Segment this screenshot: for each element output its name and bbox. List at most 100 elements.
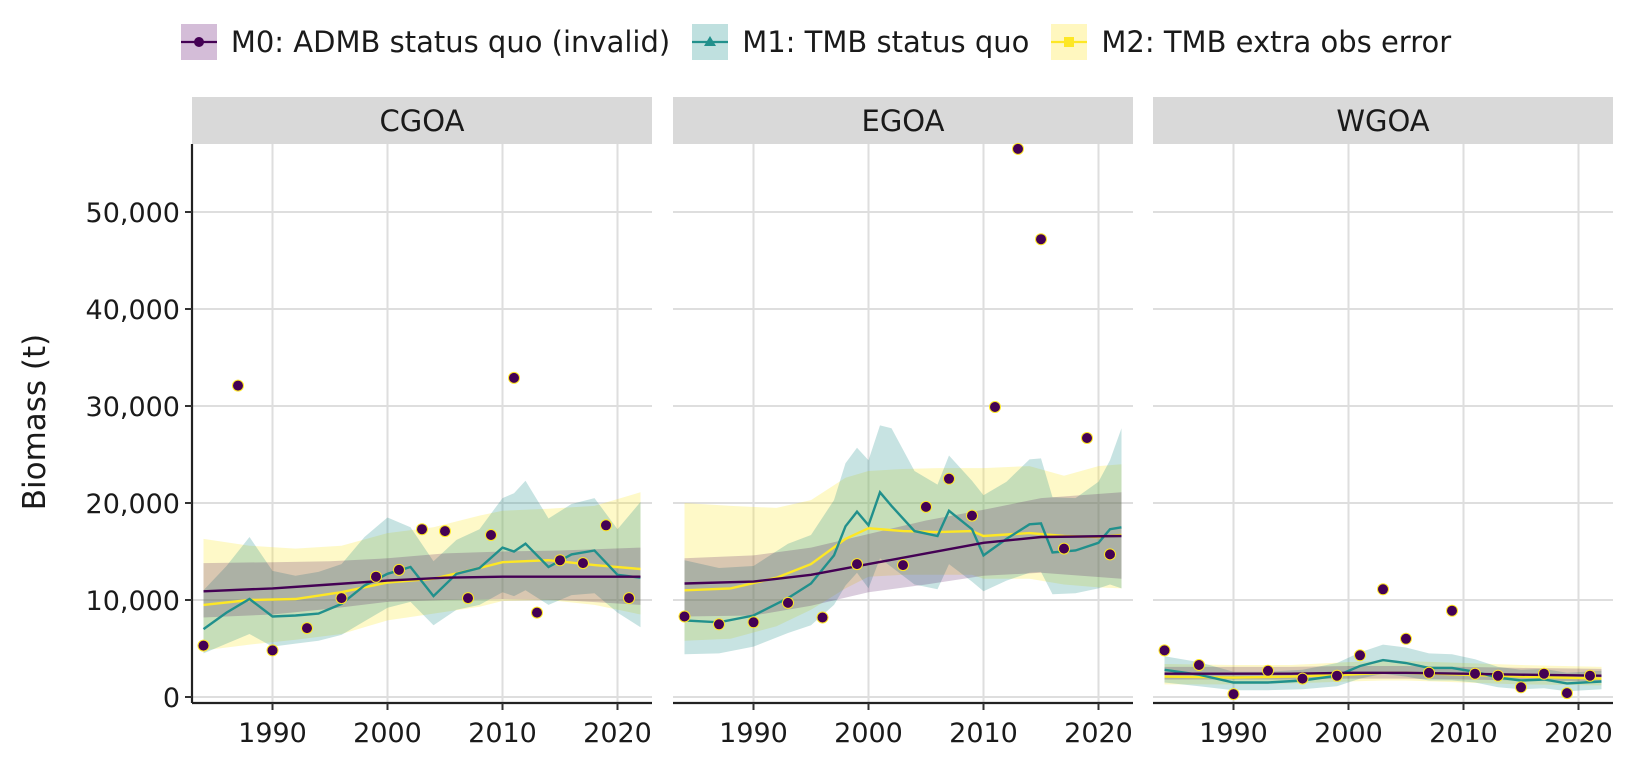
observation-point [301,622,313,635]
y-tick-label: 20,000 [86,489,180,520]
ci-band-m1 [203,480,641,654]
series-line-m1 [684,489,1122,624]
series-line-m0 [684,534,1122,585]
y-tick-label: 30,000 [86,392,180,423]
observation-point [1296,672,1309,685]
x-tick-label: 1990 [719,718,788,749]
observation-point [851,558,863,571]
observation-point [816,611,829,624]
observation-point [1400,632,1412,645]
plot-area [202,480,641,654]
observation-point [370,570,382,583]
x-tick-label: 2000 [1314,718,1383,749]
grid-lines [1153,144,1613,703]
y-tick-label: 40,000 [86,295,180,326]
observation-point [1377,583,1389,596]
ci-band-m1 [684,425,1122,655]
plot-area [1164,644,1602,692]
grid-lines [673,144,1133,703]
observation-point [1584,669,1596,682]
panels-layer: CGOA 1990 2000 2010 2020 0 10,000 20,000 30,000 4… [86,97,1613,749]
observation-point [485,529,497,541]
grid-lines [192,144,652,703]
observation-point [943,472,955,485]
legend-item-m1: M1: TMB status quo [692,24,1029,60]
observation-point [232,379,244,392]
observation-point [1492,669,1504,682]
x-tick-label: 2020 [1064,718,1133,749]
facet-strip [1153,97,1613,144]
observation-point [266,644,279,657]
observation-point [1012,142,1024,155]
observation-point [623,592,635,605]
legend-item-m2: M2: TMB extra obs error [1051,24,1451,60]
observation-point [1193,659,1205,671]
x-tick-label: 2000 [353,718,422,749]
observation-point [1354,649,1366,662]
panel-egoa: EGOA 1990 2000 2010 2020 [673,97,1133,749]
observation-point [713,618,725,631]
ci-band-m0 [684,492,1122,617]
legend-swatch-m2 [1051,24,1088,60]
observation-point [1262,664,1274,677]
legend-swatch-m1 [692,24,729,60]
observation-point [747,616,760,629]
observation-point [335,592,348,605]
observation-point [1104,548,1116,561]
ci-band-m2 [203,492,641,651]
x-tick-label: 2010 [1429,718,1498,749]
panel-wgoa: WGOA 1990 2000 2010 2020 [1153,97,1613,749]
observation-point [1035,233,1047,246]
x-tick-label: 2020 [1544,718,1613,749]
facet-strip [673,97,1133,144]
observation-point [554,554,566,567]
y-tick-label: 50,000 [86,198,180,229]
observation-point [989,401,1001,413]
legend: M0: ADMB status quo (invalid) M1: TMB st… [0,14,1632,70]
plot-area [684,425,1122,655]
legend-swatch-m0 [180,24,217,60]
y-tick-label: 10,000 [86,586,180,617]
observation-point [1058,542,1070,555]
facet-strip-label: EGOA [862,104,945,138]
x-tick-label: 2010 [468,718,537,749]
x-tick-label: 2000 [834,718,903,749]
observation-point [1561,687,1573,700]
y-axis-title: Biomass (t) [17,334,53,511]
observation-point [1446,604,1458,617]
observation-point [197,639,210,652]
legend-label-m1: M1: TMB status quo [742,25,1030,59]
observation-point [416,523,428,536]
observation-point [439,525,451,538]
observation-point [678,610,691,623]
ci-band-m2 [684,464,1122,641]
x-tick-label: 2010 [949,718,1018,749]
x-tick-label: 1990 [238,718,307,749]
observation-point [1331,669,1343,682]
observation-point [966,509,978,522]
series-line-m0 [203,575,641,593]
y-tick-label: 0 [163,683,180,714]
facet-strip [192,97,652,144]
legend-key-m2 [1051,24,1088,60]
observation-point [1469,667,1481,680]
legend-label-m0: M0: ADMB status quo (invalid) [230,25,671,59]
x-tick-label: 1990 [1199,718,1268,749]
observation-point [920,500,932,513]
observation-point [1538,667,1550,680]
observation-point [531,606,543,619]
observation-point [1423,666,1435,679]
observation-point [782,596,794,609]
legend-label-m2: M2: TMB extra obs error [1101,25,1452,59]
observation-point [1158,644,1171,657]
facet-strip-label: WGOA [1336,104,1429,138]
series-line-m1 [1164,658,1602,685]
series-line-m0 [1164,671,1602,677]
observation-point [1515,681,1527,694]
observation-point [897,559,909,572]
legend-key-m1 [692,24,729,60]
observation-point [462,592,474,605]
panel-cgoa: CGOA 1990 2000 2010 2020 0 10,000 20,000 30,000 4… [86,97,652,749]
legend-item-m0: M0: ADMB status quo (invalid) [180,24,671,60]
